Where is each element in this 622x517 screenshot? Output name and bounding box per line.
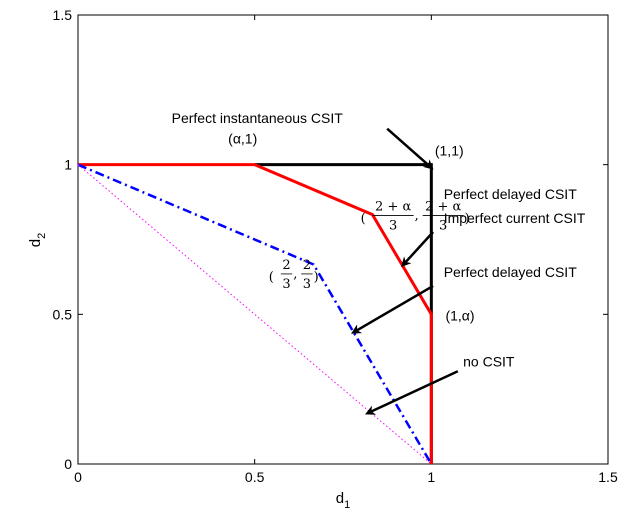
annotation-arrow-perfect-delayed-imperfect-label-2	[401, 231, 435, 268]
annotation-point-1-alpha: (1,α)	[445, 307, 474, 323]
math-paren: )	[465, 212, 470, 227]
y-tick-label: 1	[64, 157, 72, 173]
x-axis-label: d1	[336, 490, 350, 511]
annotation-perfect-instantaneous-label: Perfect instantaneous CSIT	[172, 110, 344, 126]
y-tick-label: 0.5	[53, 306, 73, 322]
annotation-perfect-delayed-imperfect-label-2: Imperfect current CSIT	[444, 210, 586, 226]
math-numerator: 2	[303, 258, 311, 273]
annotation-arrow-no-csit-label	[365, 370, 459, 415]
y-tick-label: 0	[64, 456, 72, 472]
math-comma: ,	[415, 209, 419, 224]
math-labels-layer: (2 + α3,2 + α3)(23,23)	[269, 200, 470, 292]
math-denominator: 3	[439, 219, 447, 234]
math-numerator: 2	[282, 258, 290, 273]
annotation-arrow-perfect-instantaneous-label	[386, 127, 434, 170]
math-denominator: 3	[389, 219, 397, 234]
annotation-point-alpha-1: (α,1)	[228, 131, 257, 147]
annotation-point-1-1: (1,1)	[435, 143, 464, 159]
math-denominator: 3	[303, 277, 311, 292]
math-label-point-two-plus-alpha: (2 + α 3, 2 + α 3)	[361, 200, 470, 234]
series-line-perfect-delayed	[77, 163, 433, 465]
math-numerator: 2 + α	[425, 200, 461, 215]
x-tick-label: 1.5	[598, 469, 618, 485]
math-label-point-two-thirds: (23,23)	[269, 258, 319, 292]
annotations-layer: Perfect instantaneous CSIT Perfect delaye…	[172, 110, 586, 415]
math-numerator: 2 + α	[375, 200, 411, 215]
y-tick-label: 1.5	[53, 7, 73, 23]
annotation-no-csit-label: no CSIT	[463, 354, 515, 370]
annotation-perfect-delayed-imperfect-label-1: Perfect delayed CSIT	[444, 186, 578, 202]
math-denominator: 3	[282, 277, 290, 292]
math-comma: ,	[293, 267, 297, 282]
x-tick-label: 0	[74, 469, 82, 485]
annotation-perfect-delayed-label: Perfect delayed CSIT	[444, 264, 578, 280]
math-paren: (	[361, 212, 366, 227]
math-paren: (	[269, 270, 274, 285]
x-tick-label: 1	[427, 469, 435, 485]
plot-area	[77, 14, 609, 465]
x-tick-label: 0.5	[245, 469, 265, 485]
math-paren: )	[314, 270, 319, 285]
axis-ticks: 0 0.5 1 1.5 0 0.5 1 1.5	[53, 7, 618, 485]
y-axis-label: d2	[27, 233, 48, 247]
series-line-imperfect-current	[78, 163, 433, 464]
annotation-arrow-perfect-delayed-label	[351, 284, 434, 334]
series-line-no-csit	[77, 164, 432, 465]
